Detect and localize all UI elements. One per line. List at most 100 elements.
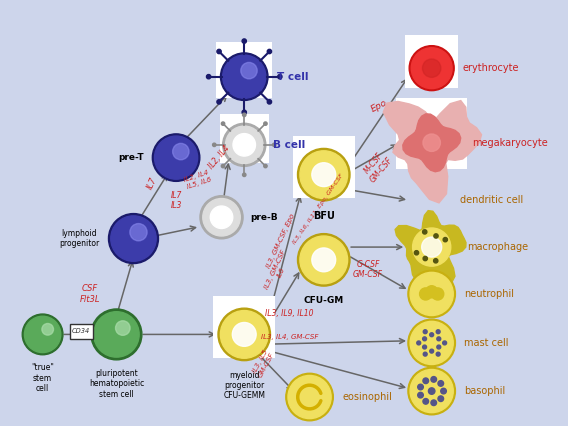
Ellipse shape (242, 39, 247, 43)
Ellipse shape (437, 345, 441, 349)
Ellipse shape (438, 396, 444, 401)
Ellipse shape (94, 312, 139, 357)
Ellipse shape (408, 319, 456, 367)
FancyBboxPatch shape (70, 324, 93, 339)
FancyBboxPatch shape (216, 42, 272, 98)
Text: B cell: B cell (273, 140, 306, 150)
Ellipse shape (268, 100, 272, 104)
Text: Epo: Epo (370, 98, 389, 115)
Ellipse shape (312, 163, 336, 187)
Text: IL7
IL3: IL7 IL3 (170, 190, 182, 210)
Ellipse shape (438, 381, 444, 386)
Ellipse shape (417, 392, 423, 398)
Ellipse shape (154, 136, 198, 179)
Ellipse shape (432, 288, 444, 300)
Ellipse shape (408, 270, 456, 318)
Text: pluripotent
hematopoietic
stem cell: pluripotent hematopoietic stem cell (89, 369, 144, 399)
Ellipse shape (264, 164, 267, 168)
Ellipse shape (436, 352, 440, 356)
Text: IL3, GM-CSF
IL6: IL3, GM-CSF IL6 (264, 248, 293, 293)
FancyBboxPatch shape (220, 114, 269, 163)
Text: dendritic cell: dendritic cell (460, 195, 523, 205)
Text: IL3, IL4, GM-CSF: IL3, IL4, GM-CSF (261, 334, 319, 340)
Text: T cell: T cell (277, 72, 308, 82)
FancyBboxPatch shape (293, 136, 355, 198)
Ellipse shape (223, 55, 266, 98)
Text: megakaryocyte: megakaryocyte (471, 138, 548, 148)
Ellipse shape (423, 345, 427, 349)
Ellipse shape (243, 113, 246, 117)
Ellipse shape (24, 316, 61, 353)
Ellipse shape (408, 367, 456, 415)
Text: "true"
stem
cell: "true" stem cell (31, 363, 54, 393)
Ellipse shape (443, 238, 448, 242)
Ellipse shape (417, 384, 423, 390)
Ellipse shape (203, 199, 240, 236)
Ellipse shape (423, 134, 440, 151)
Ellipse shape (241, 63, 257, 79)
Ellipse shape (423, 378, 428, 383)
Ellipse shape (222, 164, 225, 168)
Text: IL3, GM-CSF, Epo: IL3, GM-CSF, Epo (266, 213, 296, 269)
Ellipse shape (288, 375, 331, 419)
Text: pre-T: pre-T (118, 153, 144, 162)
Ellipse shape (115, 321, 130, 335)
Ellipse shape (223, 123, 266, 167)
Ellipse shape (434, 234, 438, 238)
Ellipse shape (200, 196, 243, 239)
Text: IL3, IL9, IL10: IL3, IL9, IL10 (265, 308, 314, 318)
Text: IL7: IL7 (145, 176, 159, 191)
Ellipse shape (410, 272, 453, 316)
FancyBboxPatch shape (213, 296, 275, 358)
Ellipse shape (420, 288, 432, 300)
Ellipse shape (442, 341, 446, 345)
Ellipse shape (423, 230, 427, 234)
Polygon shape (395, 210, 466, 281)
Ellipse shape (207, 75, 211, 79)
Ellipse shape (217, 100, 221, 104)
Ellipse shape (286, 373, 333, 421)
Ellipse shape (278, 75, 282, 79)
Ellipse shape (130, 224, 147, 241)
Ellipse shape (423, 256, 427, 261)
Text: IL3, IL6, IL11, Epo, GM-CSF: IL3, IL6, IL11, Epo, GM-CSF (292, 173, 344, 245)
Ellipse shape (268, 49, 272, 54)
Ellipse shape (437, 337, 441, 341)
Ellipse shape (423, 330, 427, 334)
Text: neutrophil: neutrophil (464, 289, 514, 299)
Ellipse shape (173, 144, 189, 160)
Ellipse shape (210, 206, 233, 228)
Ellipse shape (222, 122, 225, 125)
Ellipse shape (300, 151, 348, 199)
Text: CSF
Flt3L: CSF Flt3L (80, 284, 100, 304)
Ellipse shape (410, 321, 453, 365)
Text: myeloid
progenitor
CFU-GEMM: myeloid progenitor CFU-GEMM (223, 371, 265, 400)
Text: macrophage: macrophage (467, 242, 528, 252)
Text: erythrocyte: erythrocyte (463, 63, 519, 73)
Text: M-CSF
GM-CSF: M-CSF GM-CSF (361, 148, 395, 184)
Ellipse shape (212, 143, 216, 147)
Text: G-CSF
GM-CSF: G-CSF GM-CSF (353, 259, 383, 279)
Ellipse shape (409, 46, 454, 91)
Ellipse shape (42, 323, 53, 335)
Ellipse shape (273, 143, 276, 147)
Text: lymphoid
progenitor: lymphoid progenitor (59, 229, 99, 248)
Ellipse shape (225, 126, 263, 164)
Ellipse shape (430, 333, 433, 337)
Ellipse shape (433, 259, 438, 263)
Ellipse shape (412, 228, 451, 266)
Ellipse shape (423, 399, 428, 404)
Ellipse shape (423, 337, 427, 341)
Ellipse shape (233, 134, 256, 156)
Ellipse shape (300, 236, 348, 284)
Ellipse shape (232, 322, 256, 346)
Ellipse shape (220, 53, 268, 101)
Ellipse shape (410, 369, 453, 413)
Ellipse shape (431, 377, 437, 382)
Ellipse shape (298, 148, 350, 201)
Ellipse shape (417, 341, 421, 345)
Text: IL2, IL4
IL5, IL6: IL2, IL4 IL5, IL6 (183, 170, 212, 190)
Polygon shape (403, 114, 461, 172)
Text: basophil: basophil (464, 386, 506, 396)
Ellipse shape (421, 237, 442, 257)
